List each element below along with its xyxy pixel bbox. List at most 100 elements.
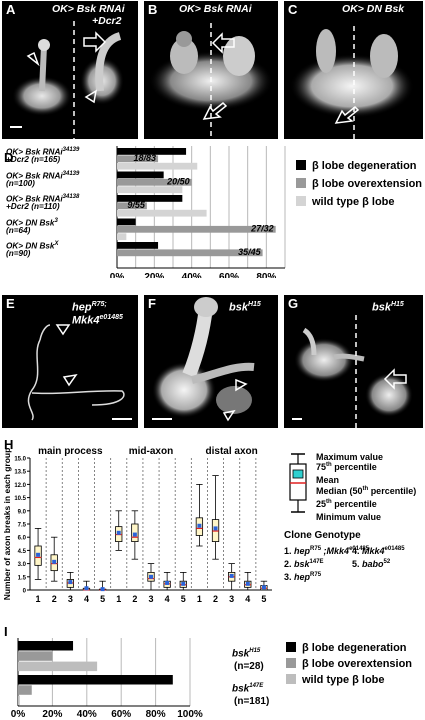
x-tick-label: 0% [110, 272, 125, 278]
data-label: 35/45 [238, 247, 262, 257]
bar-degeneration [117, 218, 136, 226]
panel-label: E [6, 296, 15, 311]
box-mean [52, 559, 57, 564]
bar-wildtype [18, 695, 20, 706]
panel-d-chart: 18/83 20/50 9/55 27/32 35/45 0% 20% 40% 60% 80% β … [110, 146, 422, 278]
arrowhead-icon [235, 378, 248, 392]
x-tick-label: 0% [11, 709, 26, 718]
i-row-n-1: (n=28) [234, 661, 264, 672]
panel-label: D [4, 150, 14, 165]
bar-degeneration [117, 148, 187, 155]
open-arrow-icon [83, 31, 107, 53]
legend-swatch [286, 674, 296, 684]
arrowhead-icon [222, 409, 236, 422]
panel-title-line2: Mkk4e01485 [72, 314, 123, 327]
panel-b-micrograph: B OK> Bsk RNAi [144, 1, 278, 139]
x-tick-label: 40% [182, 272, 202, 278]
box-mean [229, 573, 234, 578]
bar-degeneration [117, 171, 164, 179]
panel-e-micrograph: E hepR75; Mkk4e01485 [2, 295, 138, 428]
panel-a-micrograph: A OK> Bsk RNAi +Dcr2 [2, 1, 138, 139]
bar-overextension [117, 155, 159, 163]
boxplot-key-glyph [289, 453, 307, 513]
x-tick-label: 80% [146, 709, 166, 718]
x-tick-label: 2 [52, 594, 57, 604]
y-tick-label: 13.5 [14, 470, 26, 476]
d-row-label: OK> Bsk RNAi34139 [6, 170, 80, 181]
y-tick-label: 4.5 [18, 549, 27, 555]
d-row-sublabel: +Dcr2 (n=165) [6, 155, 61, 164]
clone-3: 3. hepR75 [284, 572, 322, 582]
clone-4: 4. Mkk4e01485 [352, 546, 405, 556]
d-row-label: OK> DN BskX [6, 241, 59, 251]
i-row-n-2: (n=181) [234, 696, 270, 707]
box-mean [132, 532, 137, 537]
legend-swatch [286, 658, 296, 668]
group-label: mid-axon [129, 446, 173, 457]
d-row-sublabel: +Dcr2 (n=110) [6, 202, 60, 211]
x-tick-label: 4 [165, 594, 170, 604]
arrowhead-icon [55, 324, 71, 336]
legend-swatch [296, 196, 306, 206]
x-tick-label: 3 [229, 594, 234, 604]
x-tick-label: 20% [42, 709, 62, 718]
bar-wildtype [117, 209, 207, 217]
d-row-label: OK> DN Bsk3 [6, 217, 58, 228]
panel-title: bskH15 [229, 301, 261, 314]
key-max-label: Maximum value [316, 452, 384, 462]
y-tick-label: 12.0 [14, 483, 26, 489]
box-mean [68, 580, 73, 585]
panel-c-micrograph: C OK> DN Bsk [284, 1, 423, 139]
open-arrow-icon [383, 368, 407, 390]
data-label: 9/55 [127, 200, 146, 210]
bar-degeneration [117, 195, 183, 202]
box-mean [165, 580, 170, 585]
d-row-label: OK> Bsk RNAi34139 [6, 147, 80, 157]
box-mean [181, 581, 186, 586]
legend-label: β lobe overextension [302, 658, 412, 670]
bar-degeneration [18, 641, 74, 651]
i-row-label-1: bskH15 [232, 648, 261, 660]
y-axis-title: Number of axon breaks in each group [2, 448, 12, 601]
legend-swatch [296, 160, 306, 170]
x-tick-label: 5 [181, 594, 186, 604]
y-tick-label: 6.0 [18, 536, 27, 542]
bar-overextension [117, 178, 192, 186]
d-row-label: OK> Bsk RNAi34138 [6, 194, 80, 204]
clone-genotype-title: Clone Genotype [284, 530, 361, 541]
panel-f-micrograph: F bskH15 [144, 295, 278, 428]
i-row-label-2: bsk147E [232, 683, 264, 695]
x-tick-label: 40% [77, 709, 97, 718]
bar-overextension [117, 225, 276, 233]
panel-title-line1: hepR75; [72, 301, 107, 314]
bar-wildtype [117, 233, 127, 241]
panel-i-chart: 0% 20% 40% 60% 80% 100% β lobe degeneration β l… [11, 638, 412, 718]
panel-title: bskH15 [372, 301, 404, 314]
key-p25-label: 25th percentile [316, 499, 377, 509]
x-tick-label: 60% [219, 272, 239, 278]
x-tick-label: 3 [148, 594, 153, 604]
key-median-label: Median (50th percentile) [316, 486, 417, 496]
bar-degeneration [18, 675, 173, 685]
data-label: 27/32 [250, 223, 274, 233]
arrowhead-icon [26, 51, 40, 67]
x-tick-label: 1 [116, 594, 121, 604]
mean-marker [292, 469, 304, 479]
panel-label: H [4, 437, 14, 452]
panel-e-image [27, 324, 132, 421]
x-tick-label: 3 [68, 594, 73, 604]
bar-wildtype [18, 661, 98, 672]
d-row-sublabel: (n=100) [6, 178, 35, 188]
y-tick-label: 15.0 [14, 457, 26, 463]
x-tick-label: 5 [261, 594, 266, 604]
open-arrow-icon [202, 101, 228, 120]
data-label: 20/50 [166, 176, 190, 186]
legend-label: β lobe overextension [312, 178, 422, 190]
panel-title: OK> DN Bsk [342, 3, 405, 15]
group-label: distal axon [206, 446, 258, 457]
box-mean [36, 552, 41, 557]
panel-title: OK> Bsk RNAi [179, 3, 252, 15]
panel-title-line1: OK> Bsk RNAi [52, 3, 125, 15]
bar-wildtype [117, 162, 198, 170]
panel-b-image [149, 23, 273, 139]
